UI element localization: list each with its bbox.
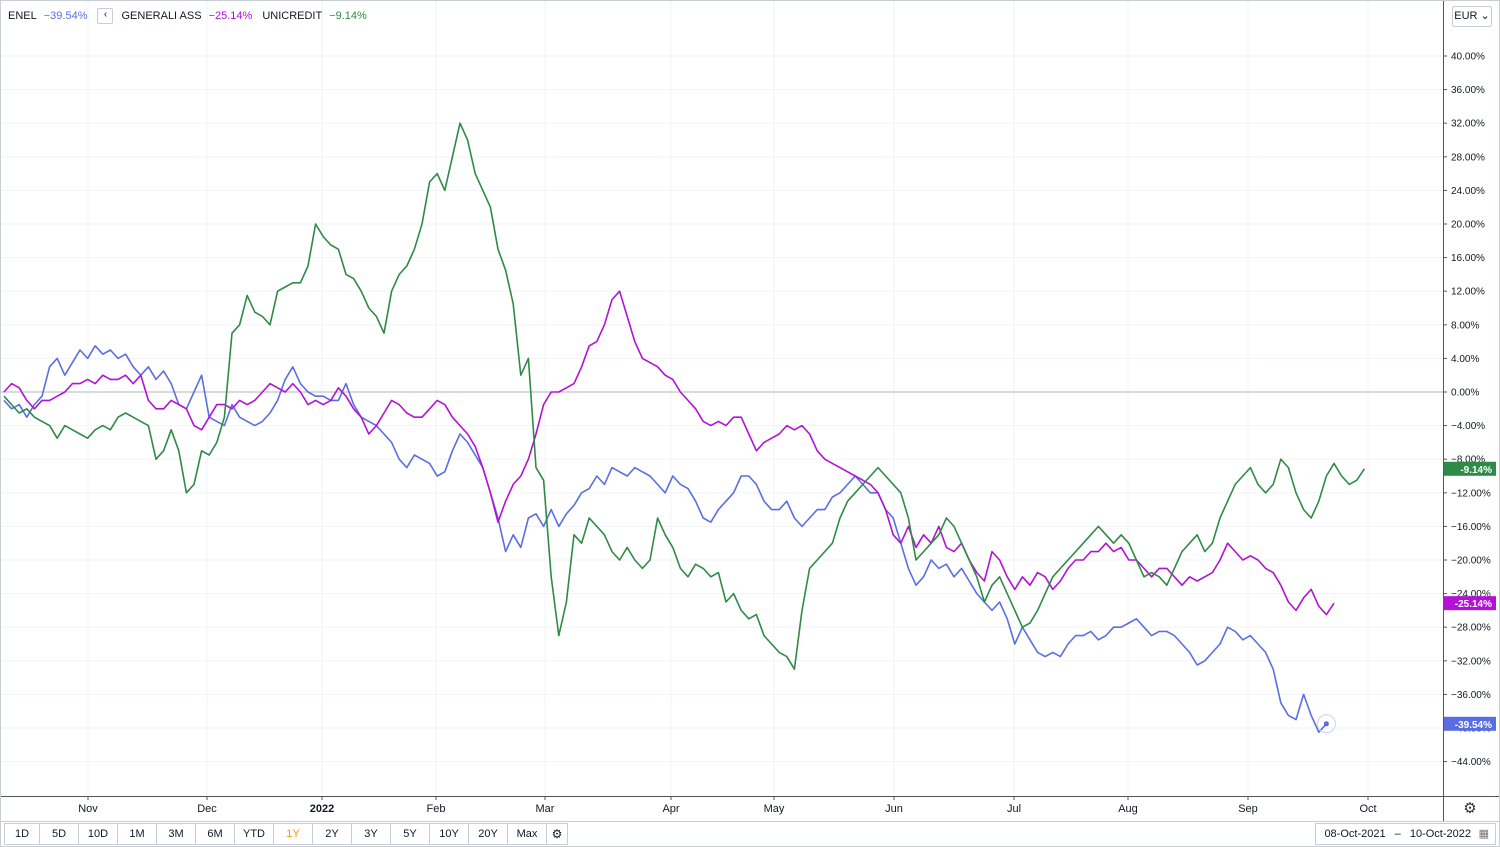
last-value-text: -9.14% <box>1460 465 1492 476</box>
series-end-point[interactable] <box>1323 721 1329 727</box>
y-axis: 40.00% 36.00% 32.00% 28.00% 24.00% 20.00% 16.0… <box>1443 52 1491 768</box>
range-button-5d[interactable]: 5D <box>39 823 79 845</box>
legend-enel-name[interactable]: ENEL <box>8 10 37 22</box>
series-line-unicredit[interactable] <box>3 122 1366 670</box>
chevron-left-icon[interactable]: ‹ <box>97 8 114 24</box>
grid <box>0 0 1443 796</box>
y-tick-label: −36.00% <box>1451 690 1491 701</box>
y-tick-label: −8.00% <box>1451 455 1485 466</box>
x-tick-label: Jul <box>1007 803 1021 815</box>
y-tick-label: −16.00% <box>1451 522 1491 533</box>
x-tick-label: May <box>764 803 785 815</box>
calendar-icon: ▦ <box>1478 828 1489 840</box>
series-line-enel[interactable] <box>3 345 1327 733</box>
last-value-text: -39.54% <box>1455 720 1492 731</box>
range-button-10d[interactable]: 10D <box>78 823 118 845</box>
y-tick-label: 0.00% <box>1451 388 1479 399</box>
range-button-6m[interactable]: 6M <box>195 823 235 845</box>
x-tick-label: Aug <box>1118 803 1138 815</box>
y-tick-label: −4.00% <box>1451 421 1485 432</box>
y-tick-label: 20.00% <box>1451 220 1485 231</box>
y-tick-label: −24.00% <box>1451 589 1491 600</box>
last-value-badge <box>1443 461 1496 476</box>
x-tick-label: Dec <box>197 803 217 815</box>
date-separator: – <box>1394 828 1401 840</box>
legend-unicredit-name[interactable]: UNICREDIT <box>262 10 323 22</box>
series-line-generali-ass[interactable] <box>3 290 1335 616</box>
series-layer <box>3 122 1366 734</box>
last-value-badge <box>1443 596 1496 611</box>
y-tick-label: 28.00% <box>1451 152 1485 163</box>
y-tick-label: 12.00% <box>1451 287 1485 298</box>
range-button-ytd[interactable]: YTD <box>234 823 274 845</box>
chevron-down-icon: ⌄ <box>1477 10 1490 22</box>
y-tick-label: 4.00% <box>1451 354 1479 365</box>
x-tick-label: Feb <box>427 803 446 815</box>
y-tick-label: −44.00% <box>1451 757 1491 768</box>
range-button-20y[interactable]: 20Y <box>468 823 508 845</box>
range-button-1d[interactable]: 1D <box>4 823 40 845</box>
range-buttons: 1D 5D 10D 1M 3M 6M YTD 1Y 2Y 3Y 5Y 10Y 20Y Max ⚙ <box>4 823 568 845</box>
range-button-3m[interactable]: 3M <box>156 823 196 845</box>
x-tick-label: Mar <box>536 803 555 815</box>
legend-unicredit-change: −9.14% <box>329 10 367 22</box>
y-tick-label: 40.00% <box>1451 52 1485 63</box>
range-button-10y[interactable]: 10Y <box>429 823 469 845</box>
x-tick-label: Apr <box>662 803 679 815</box>
y-tick-label: 36.00% <box>1451 85 1485 96</box>
date-range-picker[interactable]: 08-Oct-2021 – 10-Oct-2022 ▦ <box>1315 823 1496 845</box>
date-to: 10-Oct-2022 <box>1409 828 1471 840</box>
legend-enel-change: −39.54% <box>43 10 88 22</box>
x-tick-label: Sep <box>1238 803 1258 815</box>
y-tick-label: 8.00% <box>1451 320 1479 331</box>
last-value-badge <box>1443 716 1496 731</box>
range-button-1y[interactable]: 1Y <box>273 823 313 845</box>
x-tick-label: 2022 <box>310 803 334 815</box>
range-button-5y[interactable]: 5Y <box>390 823 430 845</box>
range-button-1m[interactable]: 1M <box>117 823 157 845</box>
y-tick-label: −12.00% <box>1451 488 1491 499</box>
y-tick-label: 24.00% <box>1451 186 1485 197</box>
x-tick-label: Jun <box>885 803 903 815</box>
range-button-max[interactable]: Max <box>507 823 547 845</box>
bottom-toolbar: 1D 5D 10D 1M 3M 6M YTD 1Y 2Y 3Y 5Y 10Y 20Y Max ⚙ 08-Oc… <box>0 821 1500 847</box>
currency-select[interactable]: EUR ⌄ <box>1452 6 1492 27</box>
legend-generali-name[interactable]: GENERALI ASS <box>121 10 202 22</box>
series-end-halo <box>1316 714 1336 734</box>
y-tick-label: −20.00% <box>1451 556 1491 567</box>
y-tick-label: −28.00% <box>1451 623 1491 634</box>
last-value-text: -25.14% <box>1455 599 1492 610</box>
range-button-3y[interactable]: 3Y <box>351 823 391 845</box>
axis-settings-icon[interactable]: ⚙ <box>1463 800 1477 817</box>
y-tick-label: 16.00% <box>1451 253 1485 264</box>
legend: ENEL −39.54% ‹ GENERALI ASS −25.14% UNIC… <box>8 7 373 25</box>
last-value-labels: -39.54% -25.14% -9.14% <box>1443 461 1496 731</box>
range-button-2y[interactable]: 2Y <box>312 823 352 845</box>
y-tick-label: 32.00% <box>1451 119 1485 130</box>
legend-generali-change: −25.14% <box>208 10 253 22</box>
x-tick-label: Nov <box>78 803 98 815</box>
x-axis: Nov Dec 2022 Feb Mar Apr May Jun Jul Aug Sep Oct <box>78 796 1377 815</box>
currency-label: EUR <box>1454 10 1478 22</box>
gear-icon[interactable]: ⚙ <box>546 823 568 845</box>
y-tick-label: −32.00% <box>1451 656 1491 667</box>
date-from: 08-Oct-2021 <box>1324 828 1386 840</box>
x-tick-label: Oct <box>1359 803 1376 815</box>
